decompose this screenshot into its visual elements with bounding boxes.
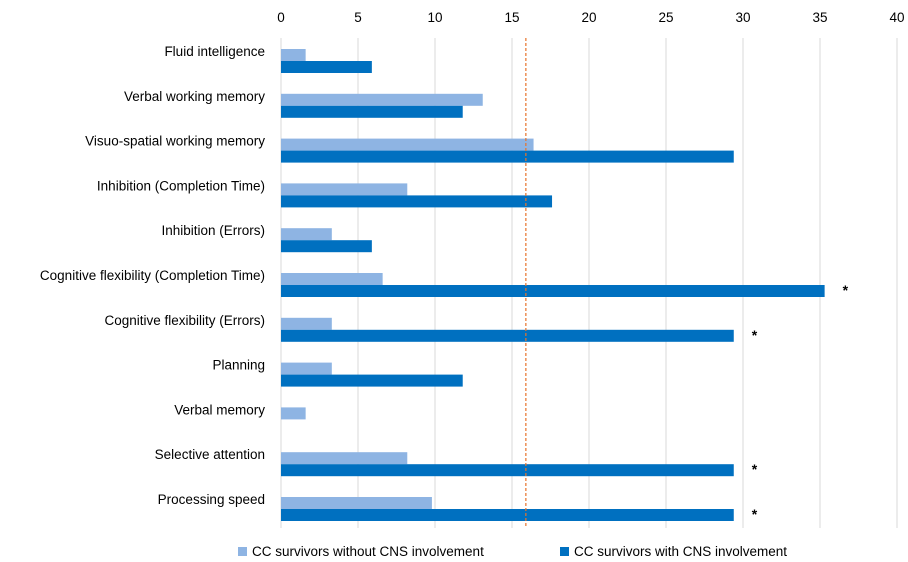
gridlines [280, 38, 898, 528]
significance-star: * [752, 327, 758, 343]
x-tick-label: 25 [658, 10, 673, 25]
x-axis-tick-labels: 0 5 10 15 20 25 30 35 40 [277, 10, 904, 25]
legend: CC survivors without CNS involvement CC s… [238, 544, 787, 559]
bar-with-cns [281, 464, 734, 477]
bar-with-cns [281, 329, 734, 342]
bar-with-cns [281, 509, 734, 521]
legend-swatch [238, 547, 247, 556]
x-tick-label: 40 [889, 10, 904, 25]
x-tick-label: 15 [504, 10, 519, 25]
category-label: Cognitive flexibility (Errors) [104, 313, 265, 328]
bar-with-cns [281, 61, 372, 73]
significance-star: * [752, 461, 758, 477]
bar-with-cns [281, 195, 553, 208]
category-label: Selective attention [155, 447, 265, 462]
category-label: Visuo-spatial working memory [85, 134, 265, 149]
bar-without-cns [281, 228, 332, 241]
bar-without-cns [281, 317, 332, 330]
bar-without-cns [281, 138, 534, 151]
significance-markers: * * * * [752, 282, 849, 522]
x-tick-label: 35 [812, 10, 827, 25]
significance-star: * [752, 506, 758, 522]
x-tick-label: 20 [581, 10, 596, 25]
bar-with-cns [281, 240, 372, 253]
legend-label: CC survivors without CNS involvement [252, 544, 484, 559]
category-label: Planning [212, 358, 265, 373]
x-tick-label: 30 [735, 10, 750, 25]
bar-without-cns [281, 497, 432, 509]
category-labels: Fluid intelligence Verbal working memory V… [40, 44, 265, 507]
bars [281, 49, 825, 521]
category-label: Verbal memory [174, 402, 265, 417]
category-label: Inhibition (Errors) [161, 223, 265, 238]
category-label: Fluid intelligence [164, 44, 265, 59]
category-label: Processing speed [158, 492, 265, 507]
bar-with-cns [281, 374, 463, 387]
bar-with-cns [281, 285, 825, 297]
bar-with-cns [281, 105, 463, 118]
x-tick-label: 5 [354, 10, 362, 25]
category-label: Cognitive flexibility (Completion Time) [40, 268, 265, 283]
legend-swatch [560, 547, 569, 556]
legend-label: CC survivors with CNS involvement [574, 544, 787, 559]
category-label: Verbal working memory [124, 89, 265, 104]
bar-without-cns [281, 93, 483, 106]
bar-without-cns [281, 407, 306, 420]
bar-without-cns [281, 183, 408, 196]
x-tick-label: 10 [427, 10, 442, 25]
x-tick-label: 0 [277, 10, 285, 25]
bar-without-cns [281, 362, 332, 375]
bar-with-cns [281, 150, 734, 163]
significance-star: * [843, 282, 849, 298]
bar-without-cns [281, 452, 408, 465]
category-label: Inhibition (Completion Time) [97, 178, 265, 193]
bar-without-cns [281, 49, 306, 61]
bar-without-cns [281, 273, 383, 285]
